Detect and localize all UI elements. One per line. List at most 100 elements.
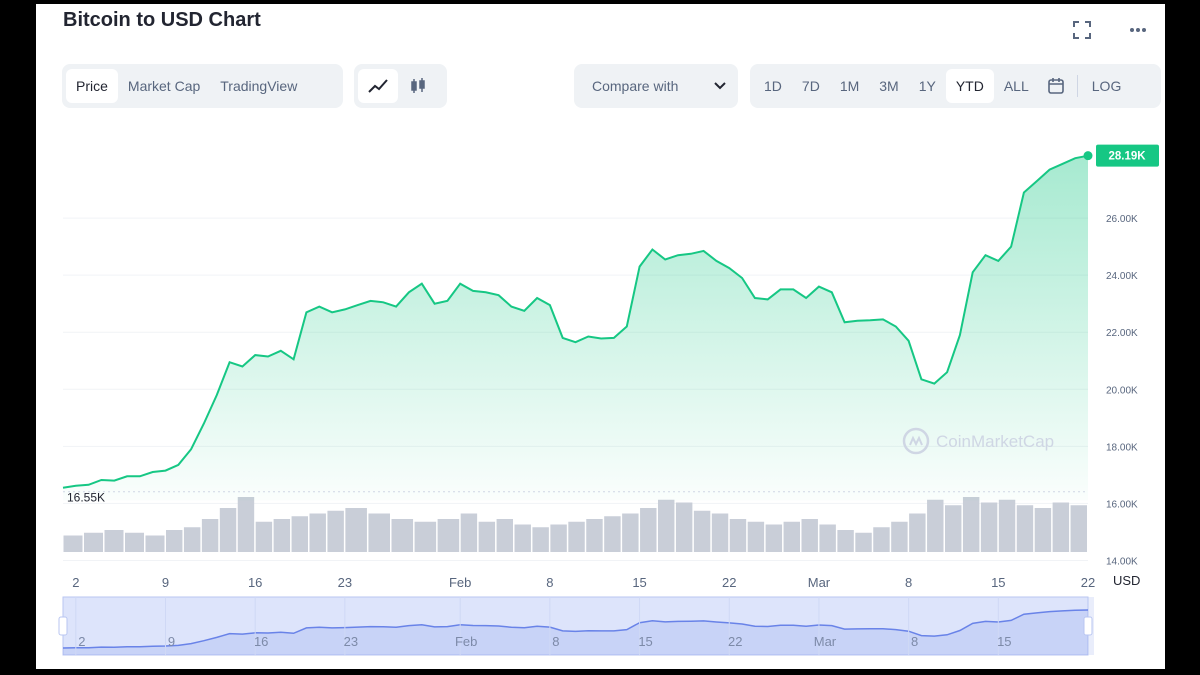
tab-tradingview[interactable]: TradingView <box>220 78 298 94</box>
volume-bar <box>414 521 437 552</box>
volume-bar <box>255 521 273 552</box>
navigator-line <box>62 609 1089 649</box>
volume-bar <box>891 521 908 552</box>
navigator-tick-label: Feb <box>455 634 477 649</box>
x-tick-label: 9 <box>162 575 169 590</box>
navigator-tick-label: 16 <box>254 634 268 649</box>
navigator-tick-label: 15 <box>997 634 1011 649</box>
volume-bar <box>1070 505 1087 552</box>
calendar-button[interactable] <box>1039 69 1073 103</box>
x-tick-label: 8 <box>905 575 912 590</box>
y-tick-label: 24.00K <box>1106 271 1138 282</box>
range-1m[interactable]: 1M <box>839 78 860 94</box>
volume-bar <box>345 508 367 552</box>
line-chart-icon <box>368 79 388 93</box>
volume-bar <box>104 530 124 552</box>
chevron-down-icon <box>714 82 726 90</box>
navigator-tick-label: 9 <box>168 634 175 649</box>
range-7d[interactable]: 7D <box>801 78 820 94</box>
volume-bar <box>962 497 980 552</box>
volume-bar <box>219 508 237 552</box>
volume-bar <box>765 524 783 552</box>
watermark-text: CoinMarketCap <box>936 432 1054 451</box>
price-chart: 16.55K CoinMarketCap 28.19K 14.00K 16.00K 18.… <box>58 144 1159 656</box>
volume-bar <box>783 521 800 552</box>
range-ytd[interactable]: YTD <box>945 69 994 103</box>
volume-bar <box>873 527 890 552</box>
navigator-tick-label: 8 <box>552 634 559 649</box>
x-tick-label: 15 <box>632 575 646 590</box>
volume-bar <box>980 502 998 552</box>
time-range-selector: 1D 7D 1M 3M 1Y YTD ALL LOG <box>750 64 1161 108</box>
range-3m[interactable]: 3M <box>879 78 899 94</box>
divider <box>1076 75 1078 97</box>
volume-bar <box>309 513 326 552</box>
tab-market-cap[interactable]: Market Cap <box>127 78 201 94</box>
volume-bar <box>291 516 308 552</box>
more-options-icon[interactable] <box>1126 18 1150 42</box>
volume-bar <box>729 519 747 552</box>
y-tick-label: 22.00K <box>1106 328 1138 339</box>
volume-bar <box>514 524 531 552</box>
compare-dropdown[interactable]: Compare with <box>574 64 738 108</box>
candlestick-button[interactable] <box>398 69 438 103</box>
volume-bar <box>998 499 1016 552</box>
volume-bar <box>237 497 255 552</box>
x-tick-label: 8 <box>546 575 553 590</box>
navigator-tick-label: 15 <box>638 634 652 649</box>
start-price-label: 16.55K <box>67 491 105 505</box>
price-area <box>63 155 1088 501</box>
fullscreen-icon[interactable] <box>1070 18 1094 42</box>
navigator-tick-label: 22 <box>728 634 742 649</box>
chart-card: Bitcoin to USD Chart Price Market Cap Tr… <box>36 4 1165 669</box>
volume-bar <box>550 524 567 552</box>
navigator-handle[interactable] <box>58 616 68 636</box>
volume-bar <box>1016 505 1034 552</box>
volume-bar <box>945 505 962 552</box>
volume-bar <box>84 532 103 552</box>
volume-bar <box>801 519 818 552</box>
tab-price[interactable]: Price <box>66 69 118 103</box>
volume-bar <box>145 535 165 552</box>
volume-bar <box>927 499 944 552</box>
range-1d[interactable]: 1D <box>764 78 782 94</box>
navigator-handle[interactable] <box>1083 616 1093 636</box>
volume-bar <box>622 513 639 552</box>
volume-bar <box>586 519 603 552</box>
volume-bar <box>909 513 926 552</box>
volume-bar <box>478 521 496 552</box>
view-tabs: Price Market Cap TradingView <box>62 64 343 108</box>
volume-bar <box>711 513 729 552</box>
watermark-mark <box>909 435 923 447</box>
log-scale-button[interactable]: LOG <box>1091 78 1122 94</box>
x-tick-label: Feb <box>449 575 471 590</box>
navigator-tick-label: 2 <box>78 634 85 649</box>
y-tick-label: 20.00K <box>1106 385 1138 396</box>
volume-bar <box>496 519 513 552</box>
x-tick-label: 23 <box>338 575 352 590</box>
volume-bar <box>125 532 144 552</box>
volume-bar <box>604 516 621 552</box>
volume-bar <box>855 532 872 552</box>
volume-bar <box>368 513 390 552</box>
volume-bar <box>273 519 291 552</box>
last-price-label: 28.19K <box>1108 151 1146 163</box>
x-tick-label: 22 <box>722 575 736 590</box>
price-line <box>62 154 1089 489</box>
volume-bar <box>693 510 711 552</box>
currency-label: USD <box>1113 573 1140 588</box>
x-tick-label: 16 <box>248 575 262 590</box>
volume-bar <box>391 519 414 552</box>
last-price-dot <box>1083 151 1093 161</box>
volume-bar <box>747 521 765 552</box>
range-all[interactable]: ALL <box>1003 78 1029 94</box>
y-tick-label: 18.00K <box>1106 442 1138 453</box>
y-tick-label: 26.00K <box>1106 214 1138 225</box>
volume-bar <box>166 530 183 552</box>
range-1y[interactable]: 1Y <box>918 78 936 94</box>
volume-bar <box>568 521 585 552</box>
y-tick-label: 14.00K <box>1106 556 1138 567</box>
navigator-area <box>63 610 1088 655</box>
x-tick-label: Mar <box>808 575 831 590</box>
line-chart-button[interactable] <box>358 69 398 103</box>
